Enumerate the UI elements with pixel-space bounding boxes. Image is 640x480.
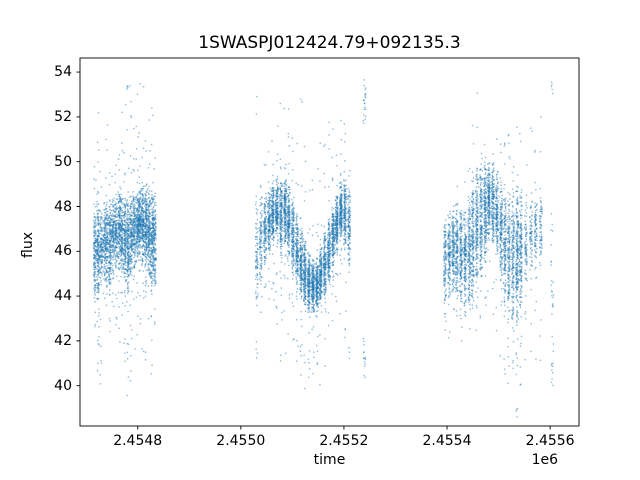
y-tick-label: 52 bbox=[54, 108, 72, 125]
y-tick-label: 48 bbox=[54, 198, 72, 215]
y-tick-label: 54 bbox=[54, 64, 72, 81]
y-tick-label: 46 bbox=[54, 243, 72, 260]
x-tick-label: 2.4554 bbox=[422, 433, 472, 449]
y-tick-label: 50 bbox=[54, 153, 72, 170]
x-tick-label: 2.4552 bbox=[319, 433, 369, 449]
y-tick-label: 44 bbox=[54, 288, 72, 305]
y-tick-label: 40 bbox=[54, 377, 72, 394]
chart-title: 1SWASPJ012424.79+092135.3 bbox=[198, 33, 461, 53]
x-axis-label: time bbox=[313, 452, 346, 468]
y-tick-label: 42 bbox=[54, 332, 72, 349]
x-tick-label: 2.4556 bbox=[525, 433, 575, 449]
x-tick-label: 2.4548 bbox=[113, 433, 163, 449]
x-axis-offset-label: 1e6 bbox=[531, 452, 558, 468]
x-tick-label: 2.4550 bbox=[216, 433, 266, 449]
